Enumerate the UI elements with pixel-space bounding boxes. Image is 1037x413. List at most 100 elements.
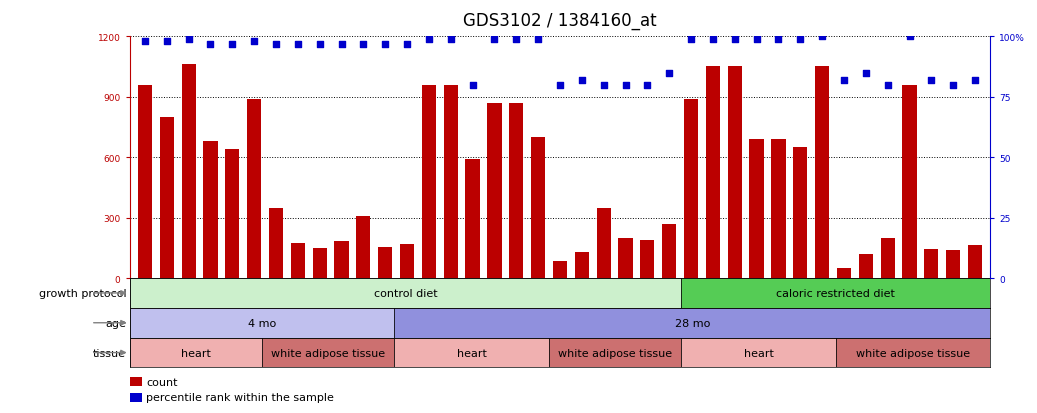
- Bar: [312, 248, 327, 278]
- Point: [246, 39, 262, 45]
- Bar: [772, 140, 786, 278]
- Point: [792, 36, 809, 43]
- Bar: [880, 238, 895, 278]
- Point: [858, 70, 874, 77]
- Point: [289, 41, 306, 48]
- Bar: [902, 85, 917, 278]
- Point: [704, 36, 721, 43]
- Bar: [924, 249, 938, 278]
- Text: heart: heart: [180, 348, 211, 358]
- Bar: [706, 67, 720, 278]
- Bar: [618, 238, 633, 278]
- Point: [508, 36, 525, 43]
- Bar: [681, 278, 990, 308]
- Bar: [684, 100, 698, 278]
- Point: [268, 41, 284, 48]
- Text: tissue: tissue: [93, 348, 127, 358]
- Point: [355, 41, 371, 48]
- Bar: [130, 308, 394, 338]
- Point: [421, 36, 438, 43]
- Bar: [531, 138, 545, 278]
- Bar: [422, 85, 436, 278]
- Point: [333, 41, 349, 48]
- Bar: [400, 244, 414, 278]
- Bar: [728, 67, 741, 278]
- Bar: [681, 338, 836, 368]
- Bar: [553, 261, 567, 278]
- Point: [661, 70, 677, 77]
- Point: [180, 36, 197, 43]
- Point: [749, 36, 765, 43]
- Point: [617, 82, 634, 89]
- Point: [595, 82, 612, 89]
- Point: [311, 41, 328, 48]
- Text: caloric restricted diet: caloric restricted diet: [777, 288, 895, 298]
- Bar: [269, 208, 283, 278]
- Bar: [837, 268, 851, 278]
- Bar: [640, 240, 654, 278]
- Bar: [130, 278, 681, 308]
- Text: growth protocol: growth protocol: [38, 288, 127, 298]
- Point: [682, 36, 699, 43]
- Bar: [968, 245, 982, 278]
- Text: white adipose tissue: white adipose tissue: [558, 348, 672, 358]
- Point: [376, 41, 393, 48]
- Bar: [357, 216, 370, 278]
- Bar: [487, 104, 502, 278]
- Point: [879, 82, 896, 89]
- Bar: [946, 250, 960, 278]
- Point: [966, 77, 983, 84]
- Bar: [549, 338, 681, 368]
- Text: 28 mo: 28 mo: [675, 318, 710, 328]
- Bar: [379, 247, 392, 278]
- Point: [486, 36, 503, 43]
- Point: [224, 41, 241, 48]
- Bar: [662, 224, 676, 278]
- Bar: [509, 104, 524, 278]
- Point: [901, 34, 918, 40]
- Point: [202, 41, 219, 48]
- Bar: [815, 67, 830, 278]
- Text: age: age: [106, 318, 127, 328]
- Point: [836, 77, 852, 84]
- Text: heart: heart: [456, 348, 486, 358]
- Bar: [225, 150, 240, 278]
- Bar: [138, 85, 152, 278]
- Bar: [203, 142, 218, 278]
- Point: [465, 82, 481, 89]
- Text: GDS3102 / 1384160_at: GDS3102 / 1384160_at: [464, 12, 656, 30]
- Bar: [574, 252, 589, 278]
- Point: [137, 39, 153, 45]
- Text: percentile rank within the sample: percentile rank within the sample: [146, 392, 334, 402]
- Bar: [596, 208, 611, 278]
- Bar: [290, 243, 305, 278]
- Bar: [394, 338, 549, 368]
- Point: [443, 36, 459, 43]
- Point: [639, 82, 655, 89]
- Text: white adipose tissue: white adipose tissue: [272, 348, 386, 358]
- Text: count: count: [146, 377, 177, 387]
- Bar: [793, 148, 808, 278]
- Bar: [836, 338, 990, 368]
- Bar: [444, 85, 458, 278]
- Bar: [160, 118, 174, 278]
- Bar: [334, 241, 348, 278]
- Text: 4 mo: 4 mo: [248, 318, 276, 328]
- Point: [945, 82, 961, 89]
- Point: [573, 77, 590, 84]
- Bar: [466, 160, 480, 278]
- Bar: [181, 65, 196, 278]
- Bar: [394, 308, 990, 338]
- Text: control diet: control diet: [373, 288, 438, 298]
- Point: [727, 36, 744, 43]
- Bar: [750, 140, 763, 278]
- Text: heart: heart: [744, 348, 774, 358]
- Point: [159, 39, 175, 45]
- Bar: [130, 338, 262, 368]
- Point: [530, 36, 546, 43]
- Point: [923, 77, 940, 84]
- Bar: [262, 338, 394, 368]
- Point: [814, 34, 831, 40]
- Point: [399, 41, 416, 48]
- Point: [552, 82, 568, 89]
